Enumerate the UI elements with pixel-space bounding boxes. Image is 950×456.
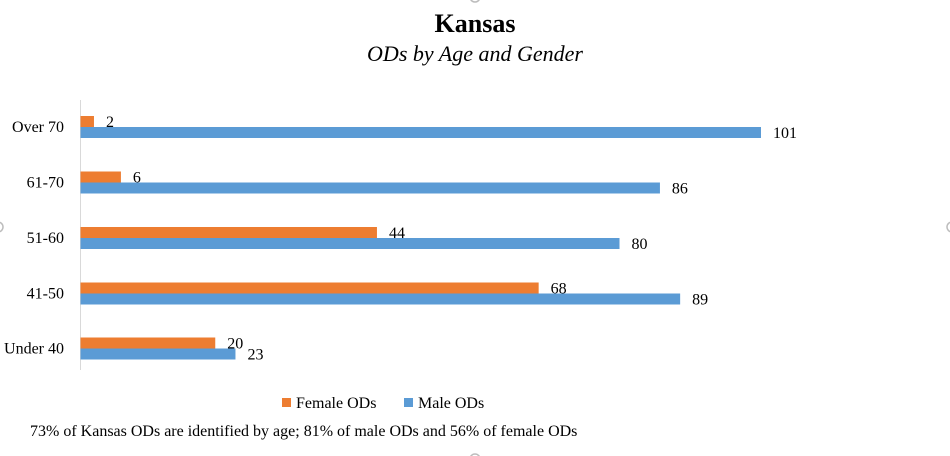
bar-male-ods-under-40[interactable] (80, 348, 236, 360)
top-resize-handle[interactable] (470, 0, 480, 3)
data-label-male-ods-51-60: 80 (632, 236, 648, 253)
bar-female-ods-41-50[interactable] (80, 282, 539, 294)
category-tick-label: Under 40 (4, 341, 64, 358)
data-label-female-ods-61-70: 6 (133, 170, 141, 187)
data-label-female-ods-51-60: 44 (389, 225, 405, 242)
data-label-male-ods-41-50: 89 (692, 292, 708, 309)
category-tick-label: 51-60 (27, 230, 64, 247)
category-tick-label: Over 70 (12, 119, 64, 136)
left-resize-handle[interactable] (0, 221, 4, 233)
data-label-male-ods-under-40: 23 (247, 347, 263, 364)
bar-female-ods-61-70[interactable] (80, 171, 121, 183)
bar-female-ods-under-40[interactable] (80, 337, 216, 349)
legend-swatch-male (404, 398, 413, 407)
right-resize-handle[interactable] (946, 221, 950, 233)
chart-footnote: 73% of Kansas ODs are identified by age;… (30, 423, 577, 440)
data-label-female-ods-under-40: 20 (227, 336, 243, 353)
bar-female-ods-over-70[interactable] (80, 116, 94, 127)
legend-label-male: Male ODs (418, 395, 484, 412)
legend: Female ODs Male ODs (282, 395, 484, 412)
data-label-female-ods-over-70: 2 (106, 114, 114, 131)
data-label-male-ods-61-70: 86 (672, 181, 688, 198)
legend-label-female: Female ODs (296, 395, 376, 412)
data-label-female-ods-41-50: 68 (551, 281, 567, 298)
category-tick-label: 61-70 (27, 175, 64, 192)
bar-male-ods-61-70[interactable] (80, 182, 660, 194)
chart-subtitle: ODs by Age and Gender (367, 41, 583, 66)
category-tick-label: 41-50 (27, 286, 64, 303)
bar-female-ods-51-60[interactable] (80, 227, 377, 238)
legend-swatch-female (282, 398, 291, 407)
bar-male-ods-51-60[interactable] (80, 238, 620, 249)
bar-male-ods-over-70[interactable] (80, 127, 762, 138)
bar-male-ods-41-50[interactable] (80, 293, 681, 305)
chart-title: Kansas (435, 9, 516, 38)
data-label-male-ods-over-70: 101 (773, 125, 797, 142)
